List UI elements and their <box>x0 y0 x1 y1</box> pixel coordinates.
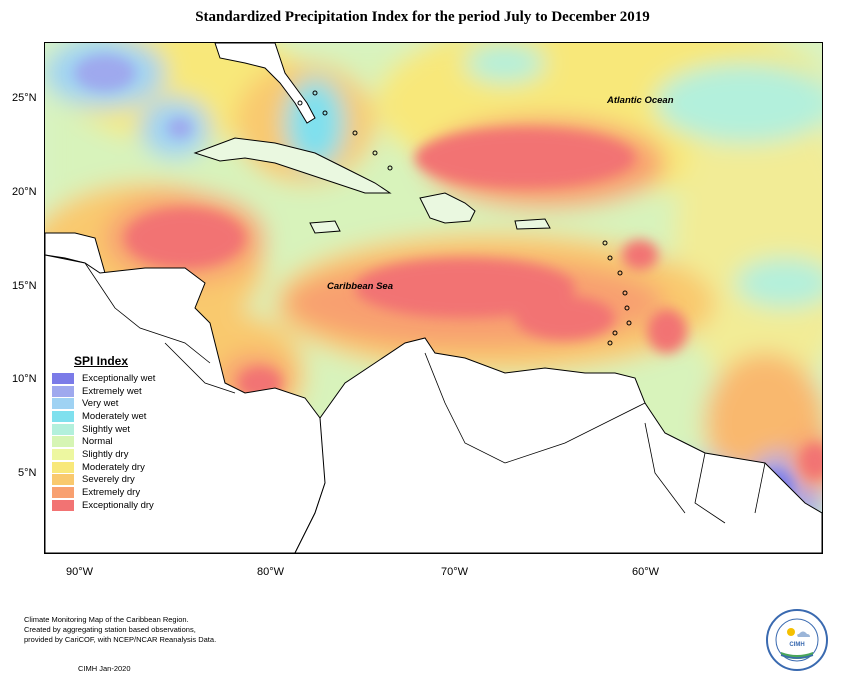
footer-line-3: provided by CariCOF, with NCEP/NCAR Rean… <box>24 635 217 644</box>
legend-item: Normal <box>52 435 202 448</box>
legend-swatch <box>52 448 74 460</box>
legend-label: Slightly dry <box>82 448 129 460</box>
caribbean-sea-label: Caribbean Sea <box>327 281 393 292</box>
legend-label: Extremely wet <box>82 385 142 397</box>
footer-date: CIMH Jan-2020 <box>78 664 131 673</box>
legend-item: Slightly dry <box>52 448 202 461</box>
legend-item: Extremely wet <box>52 385 202 398</box>
legend-swatch <box>52 423 74 435</box>
lat-label-15: 15°N <box>12 280 37 292</box>
water-icon <box>780 654 814 659</box>
legend-swatch <box>52 474 74 486</box>
legend-label: Very wet <box>82 398 119 410</box>
lon-label-90: 90°W <box>66 566 94 578</box>
islands <box>297 90 632 346</box>
lat-label-20: 20°N <box>12 186 37 198</box>
lon-label-80: 80°W <box>257 566 285 578</box>
legend-swatch <box>52 436 74 448</box>
footer-line-1: Climate Monitoring Map of the Caribbean … <box>24 615 189 624</box>
legend-swatch <box>52 385 74 397</box>
legend-label: Normal <box>82 436 113 448</box>
spi-map: Atlantic Ocean Caribbean Sea <box>44 42 823 554</box>
legend-swatch <box>52 410 74 422</box>
legend-label: Exceptionally wet <box>82 372 156 384</box>
lon-label-60: 60°W <box>632 566 660 578</box>
footer-notes: Climate Monitoring Map of the Caribbean … <box>24 615 216 645</box>
cimh-logo: CIMH <box>766 609 828 671</box>
legend-label: Slightly wet <box>82 423 131 435</box>
lat-label-5: 5°N <box>18 467 37 479</box>
lon-label-70: 70°W <box>441 566 469 578</box>
borders <box>84 262 766 524</box>
legend-rows: Exceptionally wet Extremely wet Very wet Mo… <box>52 372 202 512</box>
legend-label: Exceptionally dry <box>82 499 154 511</box>
legend-swatch <box>52 499 74 511</box>
legend-item: Exceptionally dry <box>52 499 202 512</box>
legend-item: Moderately wet <box>52 410 202 423</box>
lat-label-10: 10°N <box>12 373 37 385</box>
legend-label: Moderately dry <box>82 461 145 473</box>
sun-icon <box>787 628 795 636</box>
legend-label: Extremely dry <box>82 487 141 499</box>
logo-text: CIMH <box>789 642 804 648</box>
spi-map-canvas <box>45 43 822 553</box>
legend-label: Moderately wet <box>82 410 147 422</box>
legend-swatch <box>52 372 74 384</box>
legend-item: Extremely dry <box>52 486 202 499</box>
footer-line-2: Created by aggregating station based obs… <box>24 625 196 634</box>
legend-item: Slightly wet <box>52 423 202 436</box>
legend-item: Very wet <box>52 397 202 410</box>
legend-label: Severely dry <box>82 474 135 486</box>
legend-swatch <box>52 461 74 473</box>
legend-item: Severely dry <box>52 474 202 487</box>
atlantic-ocean-label: Atlantic Ocean <box>607 95 674 106</box>
lat-label-25: 25°N <box>12 92 37 104</box>
legend-swatch <box>52 487 74 499</box>
legend-swatch <box>52 398 74 410</box>
cloud-icon <box>797 631 810 637</box>
legend-item: Exceptionally wet <box>52 372 202 385</box>
map-title: Standardized Precipitation Index for the… <box>195 9 650 25</box>
spi-legend: SPI Index Exceptionally wet Extremely wet… <box>52 354 202 512</box>
legend-title: SPI Index <box>74 354 129 368</box>
legend-item: Moderately dry <box>52 461 202 474</box>
